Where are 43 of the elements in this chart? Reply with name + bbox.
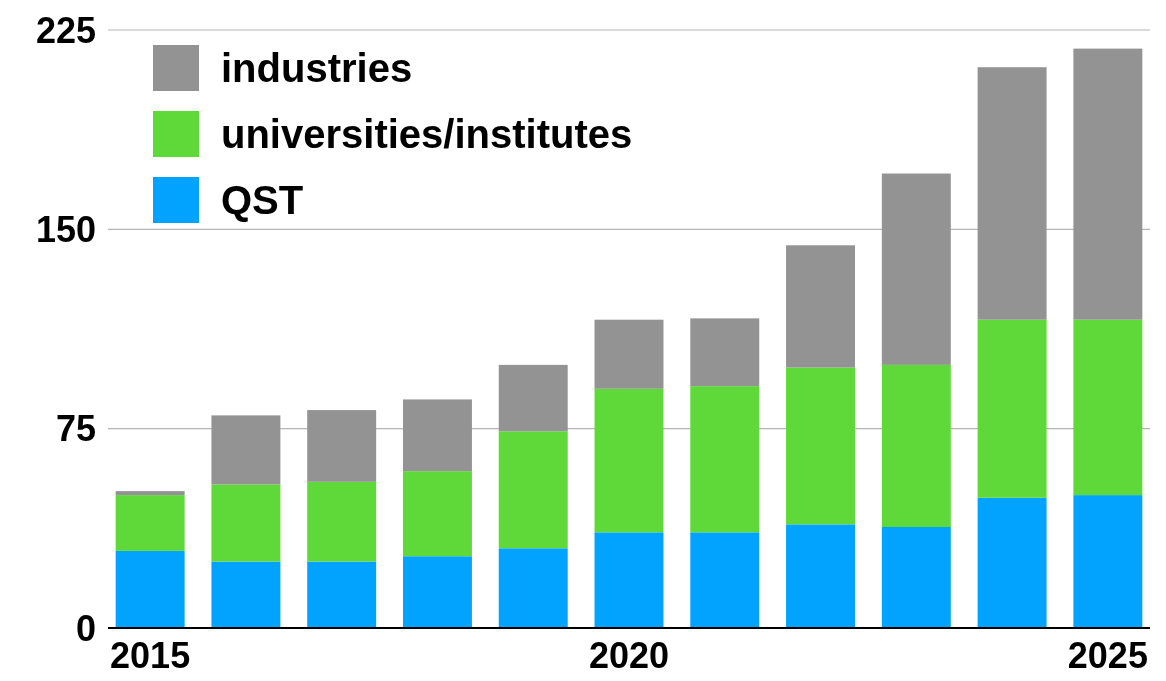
bar bbox=[690, 532, 760, 628]
bar bbox=[115, 495, 185, 551]
bar bbox=[1073, 319, 1143, 496]
bar bbox=[498, 364, 568, 432]
bar bbox=[786, 367, 856, 525]
bar bbox=[594, 532, 664, 628]
x-tick-label: 2025 bbox=[1067, 635, 1148, 676]
y-tick-label: 225 bbox=[35, 9, 96, 51]
bar bbox=[1073, 495, 1143, 628]
bar bbox=[211, 561, 281, 628]
x-tick-label: 2015 bbox=[110, 635, 191, 676]
bar bbox=[786, 245, 856, 368]
x-tick-label: 2020 bbox=[588, 635, 670, 676]
bar bbox=[211, 484, 281, 562]
bar bbox=[1073, 48, 1143, 320]
y-tick-label: 0 bbox=[75, 607, 96, 649]
bar bbox=[307, 561, 377, 628]
bar bbox=[594, 388, 664, 533]
bar bbox=[786, 524, 856, 628]
bar bbox=[498, 548, 568, 628]
legend-label: universities/institutes bbox=[221, 112, 633, 156]
bar bbox=[115, 550, 185, 628]
bar bbox=[690, 318, 760, 387]
bar bbox=[881, 527, 951, 628]
bar bbox=[115, 491, 185, 496]
y-tick-label: 150 bbox=[35, 208, 96, 250]
bar bbox=[977, 497, 1047, 628]
bar bbox=[881, 364, 951, 527]
bar bbox=[402, 556, 472, 628]
legend-label: industries bbox=[221, 46, 413, 90]
bar bbox=[881, 173, 951, 365]
bar bbox=[402, 471, 472, 557]
bar bbox=[977, 67, 1047, 320]
legend-label: QST bbox=[221, 178, 304, 222]
bar bbox=[977, 319, 1047, 498]
y-tick-label: 75 bbox=[55, 408, 96, 450]
bar bbox=[498, 431, 568, 549]
bar bbox=[307, 410, 377, 482]
bar bbox=[307, 481, 377, 562]
bar bbox=[211, 415, 281, 485]
bar bbox=[690, 386, 760, 533]
bar bbox=[402, 399, 472, 472]
bar bbox=[594, 319, 664, 389]
